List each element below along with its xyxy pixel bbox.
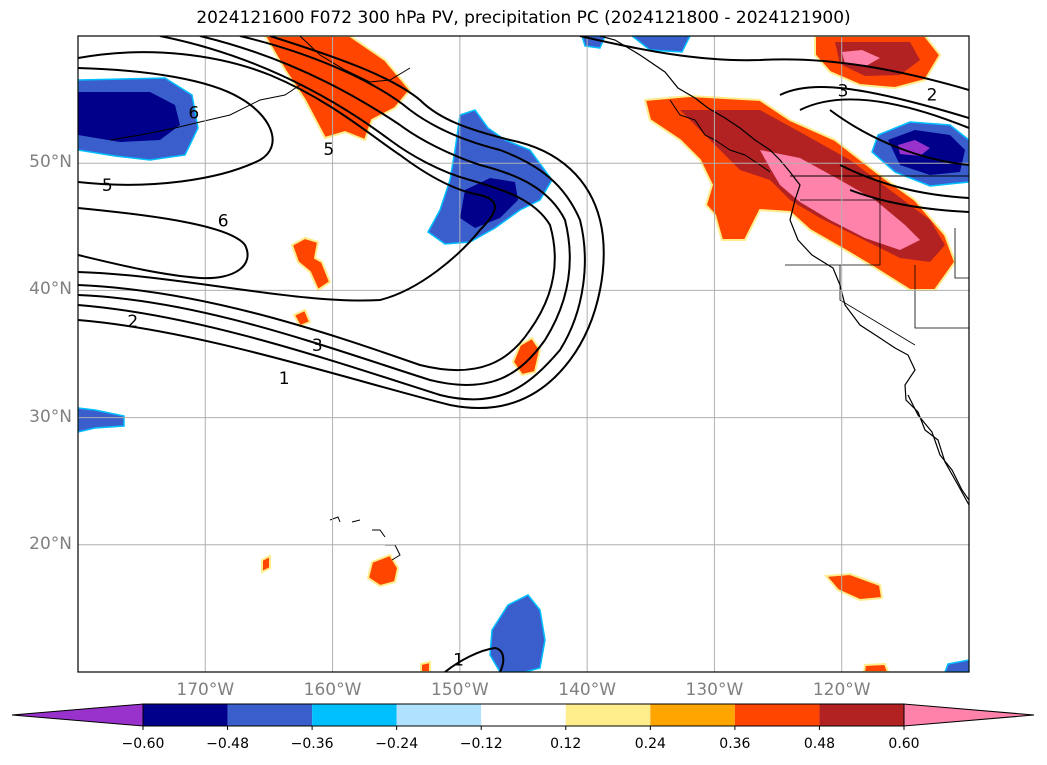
colorbar-box bbox=[396, 704, 482, 726]
lon-tick-label: 170°W bbox=[176, 680, 235, 700]
pv-contour-1-north bbox=[579, 36, 969, 91]
pv-contour-label: 5 bbox=[323, 140, 334, 160]
pv-contour-south bbox=[444, 646, 505, 672]
pv-contour-4 bbox=[78, 36, 556, 372]
pv-contour-label: 3 bbox=[838, 82, 849, 102]
lat-tick-label: 20°N bbox=[29, 533, 72, 554]
positive-anomaly-small-4 bbox=[261, 554, 271, 574]
gridlines bbox=[78, 36, 969, 672]
colorbar-box bbox=[819, 704, 904, 726]
lat-tick-label: 50°N bbox=[29, 152, 72, 173]
positive-anomaly-hawaii bbox=[366, 553, 400, 588]
colorbar-box bbox=[312, 704, 397, 726]
colorbar-extend-low bbox=[11, 703, 144, 727]
pv-contour-6 bbox=[78, 207, 249, 280]
negative-anomaly-south bbox=[489, 594, 546, 672]
colorbar-tick-label: −0.24 bbox=[375, 736, 419, 752]
colorbar-box bbox=[227, 704, 313, 726]
positive-anomaly-small-1 bbox=[290, 236, 332, 292]
colorbar-tick-label: 0.36 bbox=[719, 736, 751, 752]
hawaii-islands bbox=[329, 516, 401, 561]
lon-tick-label: 150°W bbox=[430, 680, 489, 700]
colorbar-box bbox=[734, 704, 820, 726]
lon-tick-label: 140°W bbox=[558, 680, 617, 700]
positive-anomaly-south-small bbox=[862, 662, 890, 672]
lon-tick-label: 130°W bbox=[685, 680, 744, 700]
positive-anomaly-south-east bbox=[823, 572, 884, 602]
colorbar-tick-label: 0.48 bbox=[803, 736, 836, 752]
state-borders bbox=[785, 176, 969, 346]
colorbar-box bbox=[143, 704, 228, 726]
pv-contour-label: 2 bbox=[127, 312, 138, 332]
pv-contour-label: 2 bbox=[927, 86, 938, 106]
colorbar-tick-label: 0.24 bbox=[634, 736, 666, 752]
map-frame bbox=[77, 35, 970, 673]
pv-contour-2 bbox=[78, 36, 586, 401]
colorbar bbox=[11, 703, 1035, 730]
map-title: 2024121600 F072 300 hPa PV, precipitatio… bbox=[196, 8, 851, 28]
positive-anomaly-small-2 bbox=[292, 308, 312, 328]
pv-contour-ne-3 bbox=[849, 189, 969, 213]
pv-contour-3 bbox=[78, 36, 571, 386]
colorbar-frame bbox=[142, 703, 905, 727]
negative-anomaly-30n bbox=[78, 407, 125, 433]
pv-contour-label: 1 bbox=[453, 650, 464, 670]
pv-contour-2-north bbox=[779, 85, 969, 119]
precipitation-shading bbox=[78, 36, 969, 672]
lon-tick-label: 120°W bbox=[812, 680, 871, 700]
pv-contour-label: 6 bbox=[218, 211, 229, 231]
north-america-west-coast bbox=[599, 36, 969, 506]
colorbar-tick-label: −0.12 bbox=[459, 736, 503, 752]
colorbar-box bbox=[565, 704, 651, 726]
pv-contour-1 bbox=[78, 36, 605, 409]
negative-anomaly-se bbox=[944, 659, 969, 672]
negative-anomaly-north-coast2 bbox=[630, 36, 691, 53]
negative-anomaly-central bbox=[427, 109, 553, 245]
colorbar-tick-label: −0.36 bbox=[290, 736, 334, 752]
colorbar-box bbox=[481, 704, 566, 726]
colorbar-tick-label: 0.60 bbox=[888, 736, 920, 752]
colorbar-extend-high bbox=[903, 703, 1035, 727]
pv-contour-6-inner bbox=[78, 67, 274, 186]
lat-tick-label: 30°N bbox=[29, 406, 72, 427]
pv-contour-ne-1 bbox=[829, 109, 969, 166]
pv-contour-labels: 6 5 6 5 2 3 1 3 2 1 bbox=[102, 82, 938, 671]
negative-anomaly-interior-peak bbox=[898, 140, 930, 156]
negative-anomaly-west-core bbox=[78, 92, 180, 142]
aleutian-islands bbox=[109, 84, 301, 141]
positive-anomaly-south-small2 bbox=[420, 660, 431, 672]
colorbar-tick-label: 0.12 bbox=[550, 736, 582, 752]
pv-contour-label: 3 bbox=[312, 336, 323, 356]
positive-anomaly-north-core bbox=[842, 50, 880, 66]
lat-tick-label: 40°N bbox=[29, 279, 72, 300]
pv-contours bbox=[78, 36, 969, 672]
lon-tick-label: 160°W bbox=[303, 680, 362, 700]
pv-contour-ne-2 bbox=[839, 164, 969, 199]
negative-anomaly-north-coast bbox=[581, 36, 606, 49]
pv-contour-label: 1 bbox=[279, 369, 290, 389]
pv-contour-label: 5 bbox=[102, 176, 113, 196]
bc-coast bbox=[669, 99, 771, 173]
colorbar-tick-label: −0.60 bbox=[121, 736, 165, 752]
pv-contour-3-north bbox=[799, 98, 969, 129]
pv-contour-label: 6 bbox=[188, 103, 199, 123]
positive-anomaly-small-3 bbox=[511, 336, 542, 377]
colorbar-tick-label: −0.48 bbox=[206, 736, 249, 752]
baja-peninsula bbox=[907, 394, 969, 501]
pv-contour-5 bbox=[78, 51, 496, 302]
colorbar-box bbox=[650, 704, 735, 726]
coastlines bbox=[109, 36, 969, 561]
negative-anomaly-interior-core bbox=[888, 130, 965, 175]
